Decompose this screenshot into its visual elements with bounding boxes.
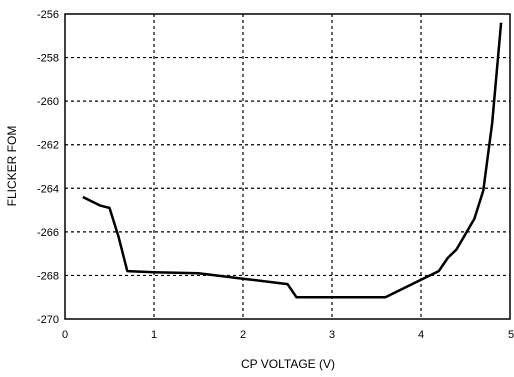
y-tick-label: -260	[37, 96, 59, 108]
x-tick-label: 2	[240, 329, 246, 341]
x-tick-label: 1	[151, 329, 157, 341]
x-tick-label: 3	[329, 329, 335, 341]
y-tick-label: -258	[37, 53, 59, 65]
y-tick-label: -268	[37, 270, 59, 282]
y-tick-label: -262	[37, 140, 59, 152]
series-line	[82, 22, 503, 299]
y-tick-label: -266	[37, 227, 59, 239]
y-tick-label: -270	[37, 314, 59, 326]
x-tick-label: 0	[62, 329, 68, 341]
y-tick-label: -256	[37, 9, 59, 21]
x-axis-title: CP VOLTAGE (V)	[241, 357, 335, 371]
y-axis-title: FLICKER FOM	[5, 126, 19, 207]
x-tick-labels: 0 1 2 3 4 5	[62, 329, 514, 341]
x-tick-label: 5	[508, 329, 514, 341]
y-tick-labels: -256 -258 -260 -262 -264 -266 -268 -270	[37, 9, 59, 326]
plot-frame	[64, 13, 511, 320]
y-tick-label: -264	[37, 183, 59, 195]
grid-lines	[65, 14, 510, 319]
x-tick-label: 4	[418, 329, 424, 341]
